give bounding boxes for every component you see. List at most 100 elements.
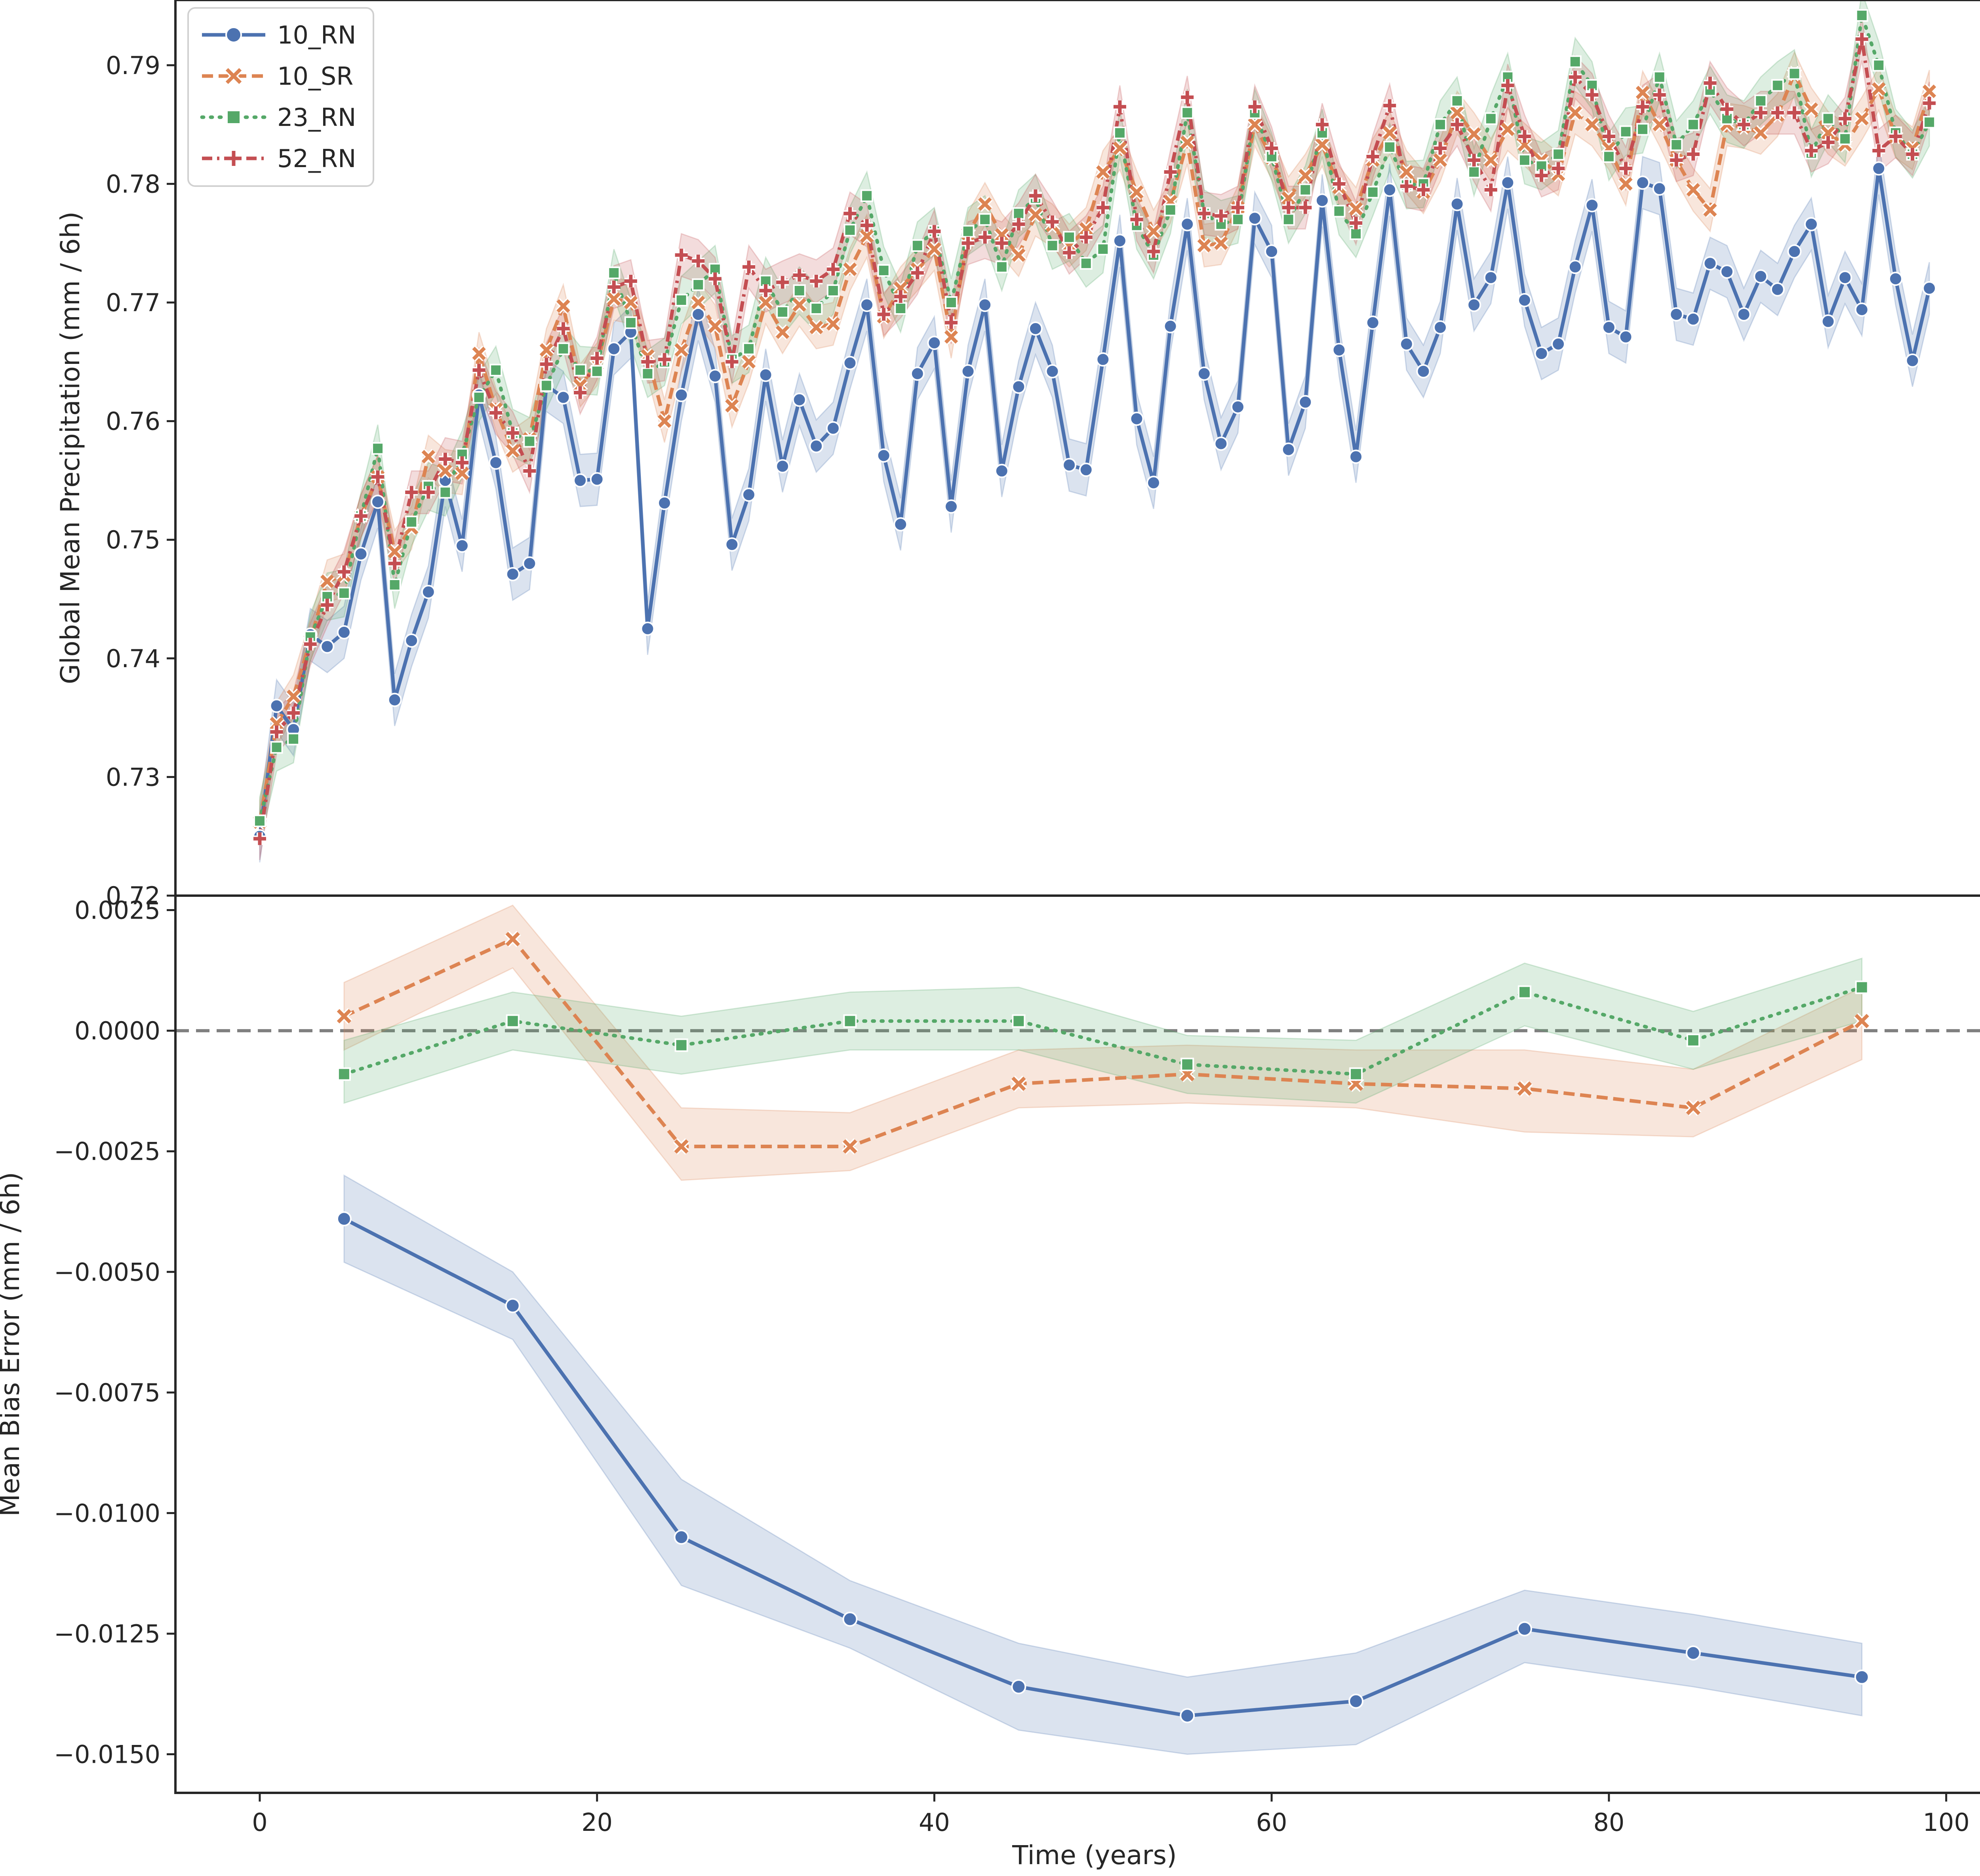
top-point-10_rn-40: [927, 335, 942, 350]
top-point-23_rn-14: [489, 363, 503, 377]
top-point-52_rn-63: [1316, 118, 1329, 131]
top-point-10_rn-75: [1517, 293, 1532, 307]
top-line-10_sr: [258, 72, 1931, 822]
top-point-10_rn-60: [1264, 244, 1279, 259]
top-point-10_rn-97: [1888, 272, 1903, 286]
top-point-10_rn-84: [1669, 307, 1684, 322]
top-point-23_rn-18: [557, 342, 570, 355]
top-point-10_rn-20: [590, 472, 604, 487]
xtick-label-4: 80: [1593, 1808, 1624, 1837]
top-point-52_rn-30: [759, 284, 772, 297]
top-point-10_rn-67: [1382, 183, 1397, 197]
legend-box: [187, 7, 374, 187]
top-point-52_rn-80: [1602, 130, 1615, 143]
top-point-52_rn-67: [1383, 99, 1396, 112]
top-point-23_rn-89: [1754, 94, 1767, 107]
bottom-ytick-label-6: −0.0125: [54, 1619, 160, 1648]
top-ytick-label-2: 0.74: [106, 644, 160, 673]
top-point-52_rn-14: [489, 406, 503, 419]
top-point-52_rn-95: [1855, 32, 1868, 46]
top-point-10_rn-6: [354, 547, 368, 561]
top-point-23_rn-5: [337, 587, 350, 600]
top-point-23_rn-9: [405, 516, 418, 529]
bottom-point-23_rn-5: [1180, 1058, 1194, 1071]
top-point-10_rn-81: [1618, 329, 1633, 344]
top-series-markers: [252, 9, 1937, 845]
top-ytick-label-5: 0.77: [106, 288, 160, 317]
top-point-10_sr-41: [943, 329, 959, 345]
top-point-23_rn-36: [861, 189, 874, 202]
top-point-52_rn-44: [995, 237, 1008, 250]
top-point-10_sr-27: [707, 318, 723, 334]
top-point-23_rn-75: [1518, 154, 1531, 167]
top-point-10_rn-79: [1585, 198, 1599, 213]
top-point-23_rn-54: [1164, 204, 1177, 217]
top-point-10_rn-47: [1045, 364, 1060, 379]
top-point-10_rn-4: [320, 639, 335, 654]
xtick-label-3: 60: [1256, 1808, 1287, 1837]
top-point-10_rn-95: [1854, 302, 1869, 317]
bottom-point-10_rn-9: [1854, 1669, 1870, 1685]
top-point-10_rn-80: [1601, 320, 1616, 335]
top-point-10_sr-10: [421, 449, 436, 465]
top-point-52_rn-32: [793, 269, 806, 282]
bottom-point-10_sr-7: [1516, 1080, 1533, 1097]
top-point-23_rn-0: [253, 814, 266, 828]
top-point-10_rn-12: [455, 538, 469, 553]
top-point-10_sr-63: [1314, 137, 1330, 153]
top-point-10_rn-71: [1450, 197, 1464, 211]
top-point-23_rn-93: [1822, 112, 1835, 125]
top-point-23_rn-61: [1282, 213, 1295, 226]
top-point-52_rn-96: [1872, 144, 1885, 157]
top-point-23_rn-64: [1333, 205, 1346, 218]
top-line-23_rn: [258, 13, 1931, 823]
top-point-23_rn-25: [675, 293, 688, 306]
top-point-52_rn-79: [1586, 88, 1599, 101]
top-point-10_sr-79: [1584, 116, 1600, 133]
top-point-52_rn-73: [1484, 183, 1497, 196]
top-ytick-label-0: 0.72: [106, 881, 160, 910]
top-line-10_rn: [258, 166, 1931, 837]
bottom-ytick-label-0: 0.0025: [74, 896, 160, 925]
top-point-10_rn-32: [792, 392, 807, 407]
top-point-10_sr-74: [1500, 121, 1516, 137]
xtick-label-5: 100: [1923, 1808, 1969, 1837]
top-point-23_rn-38: [894, 302, 907, 315]
top-point-23_rn-21: [607, 266, 621, 280]
bottom-point-10_rn-3: [842, 1612, 858, 1627]
top-point-52_rn-13: [472, 363, 485, 377]
top-ytick-label-6: 0.78: [106, 169, 160, 198]
top-point-10_sr-59: [1247, 116, 1263, 133]
top-point-10_sr-21: [606, 291, 622, 307]
bottom-series-lines: [342, 937, 1864, 1718]
top-point-52_rn-36: [861, 219, 874, 232]
top-point-23_rn-58: [1231, 213, 1244, 226]
top-point-10_rn-77: [1551, 337, 1566, 351]
bottom-point-23_rn-1: [506, 1014, 520, 1028]
top-point-10_rn-55: [1180, 217, 1195, 232]
top-point-10_rn-86: [1703, 256, 1717, 271]
top-point-52_rn-42: [961, 237, 975, 250]
top-point-52_rn-52: [1130, 213, 1143, 226]
top-point-23_rn-82: [1636, 123, 1649, 136]
top-point-52_rn-23: [641, 355, 654, 368]
xtick-label-0: 0: [252, 1808, 267, 1837]
bottom-point-23_rn-8: [1686, 1033, 1700, 1047]
bottom-point-23_rn-7: [1517, 985, 1531, 999]
top-point-23_rn-33: [810, 302, 823, 315]
top-point-10_sr-26: [690, 295, 706, 310]
top-point-10_rn-96: [1871, 161, 1886, 176]
top-point-10_sr-92: [1803, 101, 1819, 117]
top-point-10_sr-1: [268, 715, 285, 732]
top-point-10_rn-26: [691, 307, 706, 322]
legend-label-52_rn: 52_RN: [277, 144, 356, 173]
top-point-23_rn-73: [1484, 112, 1497, 125]
legend-label-10_sr: 10_SR: [277, 62, 353, 91]
bottom-line-10_sr: [343, 937, 1863, 1148]
bottom-point-23_rn-2: [674, 1038, 688, 1052]
top-point-10_rn-92: [1804, 217, 1818, 232]
top-point-10_sr-95: [1854, 110, 1870, 127]
top-point-52_rn-26: [692, 255, 705, 268]
top-point-10_rn-74: [1500, 175, 1515, 190]
